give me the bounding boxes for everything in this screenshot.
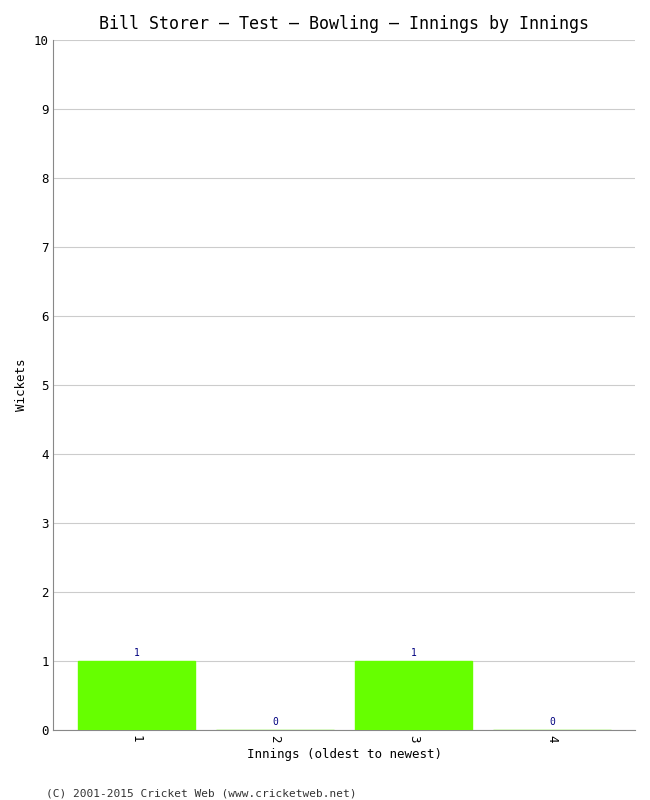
Text: 1: 1 bbox=[411, 648, 417, 658]
Y-axis label: Wickets: Wickets bbox=[15, 359, 28, 411]
Bar bbox=[355, 661, 473, 730]
Text: 0: 0 bbox=[549, 717, 555, 726]
Title: Bill Storer – Test – Bowling – Innings by Innings: Bill Storer – Test – Bowling – Innings b… bbox=[99, 15, 589, 33]
Text: 1: 1 bbox=[133, 648, 140, 658]
Bar bbox=[77, 661, 196, 730]
Text: (C) 2001-2015 Cricket Web (www.cricketweb.net): (C) 2001-2015 Cricket Web (www.cricketwe… bbox=[46, 788, 356, 798]
Text: 0: 0 bbox=[272, 717, 278, 726]
X-axis label: Innings (oldest to newest): Innings (oldest to newest) bbox=[247, 748, 442, 761]
